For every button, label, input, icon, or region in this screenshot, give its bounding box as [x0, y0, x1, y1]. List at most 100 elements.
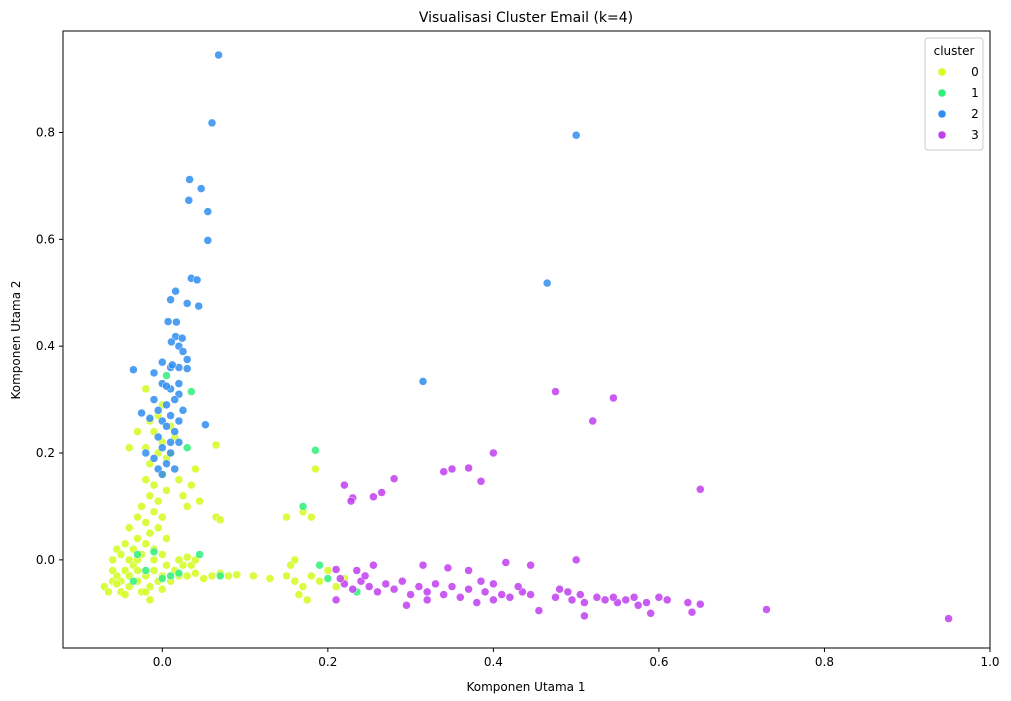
point-cluster-2 [203, 236, 213, 245]
point-cluster-0 [182, 571, 192, 581]
point-cluster-2 [184, 196, 194, 205]
point-cluster-2 [153, 406, 163, 415]
point-cluster-3 [360, 571, 370, 581]
point-cluster-3 [447, 464, 457, 474]
point-cluster-2 [174, 379, 184, 388]
point-cluster-0 [191, 568, 200, 578]
point-cluster-0 [265, 574, 275, 583]
point-cluster-3 [377, 488, 386, 497]
point-cluster-3 [389, 584, 399, 594]
point-cluster-2 [149, 454, 159, 463]
point-cluster-0 [133, 427, 142, 436]
point-cluster-3 [476, 477, 486, 486]
point-cluster-3 [551, 593, 560, 602]
point-cluster-0 [282, 571, 291, 581]
point-cluster-0 [174, 555, 184, 565]
point-cluster-3 [629, 593, 639, 602]
point-cluster-2 [162, 381, 171, 391]
point-cluster-2 [196, 184, 206, 193]
point-cluster-3 [340, 480, 349, 490]
point-cluster-0 [162, 560, 171, 570]
point-cluster-2 [418, 377, 428, 386]
point-cluster-1 [187, 387, 196, 396]
point-cluster-3 [571, 555, 581, 565]
point-cluster-3 [534, 606, 544, 615]
point-cluster-3 [480, 587, 490, 597]
point-cluster-3 [654, 593, 664, 602]
point-cluster-1 [298, 502, 308, 511]
point-cluster-0 [207, 571, 217, 581]
point-cluster-1 [158, 574, 167, 583]
point-cluster-3 [551, 387, 560, 396]
legend: cluster 0 1 2 3 [924, 37, 984, 151]
point-cluster-2 [542, 278, 552, 288]
point-cluster-2 [182, 364, 192, 373]
point-cluster-2 [167, 337, 176, 347]
y-tick-label: 0.8 [36, 125, 55, 139]
point-cluster-0 [302, 595, 312, 605]
point-cluster-3 [513, 582, 523, 591]
point-cluster-2 [171, 286, 180, 296]
x-tick-label: 1.0 [980, 655, 999, 669]
point-cluster-0 [307, 571, 316, 581]
point-cluster-2 [178, 347, 188, 356]
point-cluster-2 [129, 365, 138, 374]
point-cluster-3 [439, 467, 448, 476]
point-cluster-3 [336, 574, 345, 583]
point-cluster-2 [166, 295, 175, 304]
point-cluster-0 [311, 464, 320, 474]
point-cluster-1 [182, 443, 192, 452]
legend-label-cluster-1: 1 [971, 86, 979, 100]
point-cluster-2 [145, 414, 155, 423]
point-cluster-3 [489, 448, 498, 458]
point-cluster-2 [168, 360, 177, 370]
legend-label-cluster-0: 0 [971, 65, 979, 79]
point-cluster-3 [443, 563, 453, 573]
point-cluster-0 [211, 440, 221, 450]
point-cluster-3 [576, 590, 585, 599]
point-cluster-3 [373, 587, 382, 597]
point-cluster-0 [182, 502, 192, 511]
point-cluster-1 [129, 576, 138, 586]
x-axis: 0.0 0.2 0.4 0.6 0.8 1.0 [153, 648, 1000, 669]
point-cluster-3 [439, 590, 448, 599]
point-cluster-3 [642, 598, 651, 607]
point-cluster-1 [149, 547, 159, 557]
point-cluster-2 [174, 438, 184, 447]
point-cluster-3 [505, 593, 515, 602]
x-tick-label: 0.2 [318, 655, 337, 669]
point-cluster-0 [104, 587, 113, 597]
chart-title: Visualisasi Cluster Email (k=4) [419, 10, 633, 26]
point-cluster-0 [323, 566, 333, 575]
legend-label-cluster-2: 2 [971, 107, 979, 121]
point-cluster-0 [290, 555, 300, 565]
point-cluster-3 [555, 584, 564, 594]
point-cluster-2 [153, 432, 163, 442]
legend-title: cluster [934, 44, 975, 58]
point-cluster-2 [172, 317, 181, 327]
point-cluster-0 [178, 491, 188, 501]
point-cluster-0 [149, 507, 159, 517]
point-cluster-0 [120, 539, 130, 549]
point-cluster-3 [364, 582, 374, 591]
point-cluster-0 [162, 486, 171, 495]
y-axis-label: Komponen Utama 2 [9, 280, 23, 399]
point-cluster-0 [149, 480, 159, 490]
point-cluster-0 [174, 475, 184, 484]
point-cluster-2 [182, 355, 192, 364]
point-cluster-2 [162, 459, 171, 468]
point-cluster-3 [464, 584, 473, 594]
point-cluster-3 [662, 595, 672, 605]
y-tick-label: 0.0 [36, 553, 55, 567]
point-cluster-3 [646, 609, 655, 618]
x-tick-label: 0.0 [153, 655, 172, 669]
point-cluster-1 [216, 571, 225, 581]
point-cluster-2 [170, 464, 179, 474]
point-cluster-0 [141, 587, 151, 597]
point-cluster-1 [195, 550, 204, 559]
point-cluster-3 [422, 595, 432, 605]
point-cluster-3 [352, 566, 362, 575]
x-tick-label: 0.8 [815, 655, 834, 669]
point-cluster-3 [567, 595, 577, 605]
point-cluster-2 [203, 207, 213, 216]
